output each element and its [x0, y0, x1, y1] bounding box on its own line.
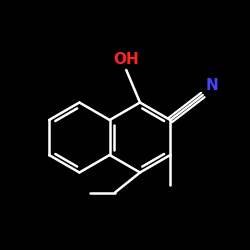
- Text: OH: OH: [114, 52, 139, 68]
- Text: N: N: [205, 78, 218, 92]
